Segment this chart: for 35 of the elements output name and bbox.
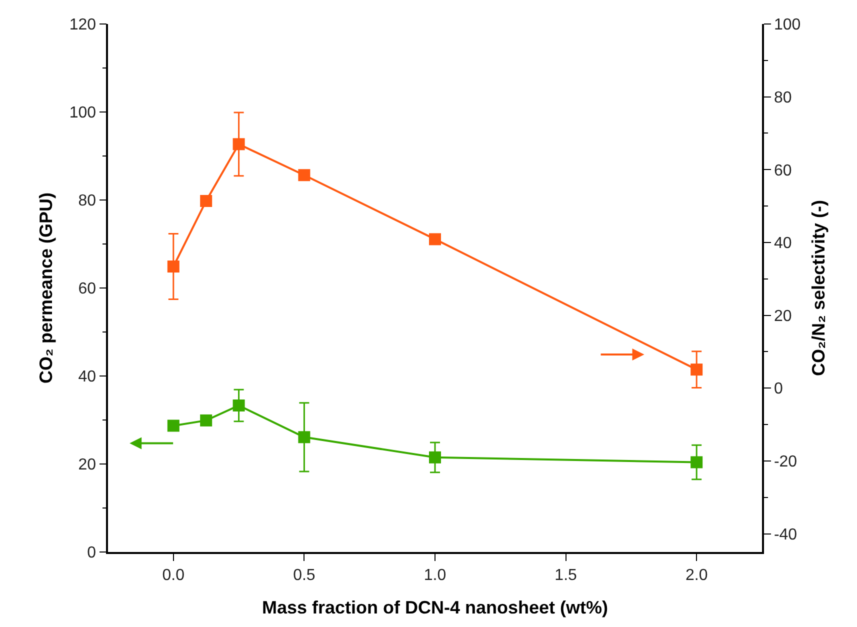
y2-tick-label: 20 — [774, 308, 792, 325]
point — [298, 431, 310, 444]
y2-tick-label: -40 — [774, 526, 798, 544]
y-tick-label: 20 — [78, 456, 96, 474]
y-tick-label: 100 — [69, 104, 96, 122]
y-tick-label: 60 — [78, 280, 96, 298]
point — [429, 233, 441, 246]
x-tick-label: 2.0 — [685, 566, 708, 584]
point — [232, 399, 245, 412]
x-tick-label: 1.0 — [424, 566, 446, 584]
point — [690, 456, 703, 468]
y2-tick-label: 0 — [774, 380, 783, 398]
x-axis-title: Mass fraction of DCN-4 nanosheet (wt%) — [262, 598, 608, 618]
point — [200, 414, 212, 426]
y2-tick-label: -20 — [774, 454, 798, 471]
point — [167, 260, 180, 273]
y2-tick-label: 60 — [774, 162, 792, 180]
y-tick-label: 0 — [87, 544, 96, 562]
x-tick-label: 0.0 — [162, 566, 185, 584]
y2-axis-title: CO₂/N₂ selectivity (-) — [808, 200, 828, 376]
x-tick-label: 0.5 — [293, 566, 316, 584]
y-tick-label: 120 — [69, 16, 96, 34]
point — [167, 420, 180, 432]
y-tick-label: 40 — [78, 368, 96, 386]
y2-tick-label: 40 — [774, 235, 792, 252]
y-axis-title: CO₂ permeance (GPU) — [36, 192, 56, 384]
x-tick-label: 1.5 — [554, 566, 578, 584]
point — [298, 169, 310, 182]
point — [429, 451, 441, 464]
point — [232, 138, 245, 150]
y-tick-label: 80 — [78, 192, 96, 210]
y2-tick-label: 80 — [774, 89, 792, 106]
point — [690, 364, 703, 376]
y2-tick-label: 100 — [774, 16, 801, 34]
point — [200, 194, 212, 207]
